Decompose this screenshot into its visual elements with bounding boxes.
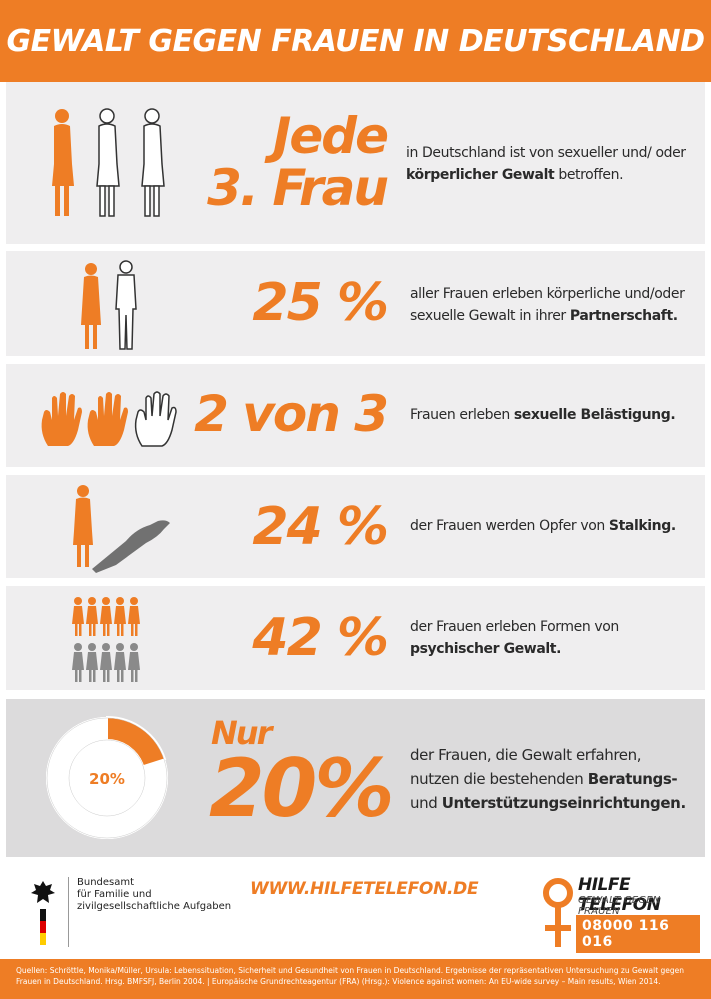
desc-text: betroffen. — [554, 167, 624, 183]
stat-row-psychological: 42 % der Frauen erleben Formen von psych… — [6, 586, 705, 690]
woman-figure-grey — [86, 643, 98, 682]
woman-figure-orange — [128, 597, 140, 636]
page-title: GEWALT GEGEN FRAUEN IN DEUTSCHLAND — [6, 23, 705, 59]
desc-bold: körperlicher Gewalt — [406, 167, 555, 183]
venus-symbol-icon — [543, 878, 573, 947]
stat-value: 24 % — [252, 497, 389, 557]
desc-bold: psychischer Gewalt. — [410, 641, 561, 657]
woman-figure-orange — [100, 597, 112, 636]
hotline-subtitle: GEWALT GEGEN FRAUEN — [578, 895, 661, 917]
desc-line: der Frauen, die Gewalt erfahren, — [410, 746, 642, 764]
woman-figure-grey — [100, 643, 112, 682]
woman-figure-grey — [128, 643, 140, 682]
ministry-logo: Bundesamt für Familie und zivilgesellsch… — [30, 877, 231, 947]
hotline-logo: HILFE TELEFON GEWALT GEGEN FRAUEN 08000 … — [540, 873, 700, 957]
website-link[interactable]: WWW.HILFETELEFON.DE — [250, 879, 479, 899]
stat-value: 25 % — [252, 273, 389, 333]
agency-line: für Familie und — [77, 889, 152, 900]
woman-figure-orange — [72, 597, 84, 636]
stat-value-line2: 3. Frau — [207, 159, 389, 217]
desc-bold: Partnerschaft. — [569, 308, 678, 324]
woman-figure-grey — [72, 643, 84, 682]
woman-figure-orange — [86, 597, 98, 636]
stat-description: aller Frauen erleben körperliche und/ode… — [410, 283, 700, 327]
stat-description: der Frauen werden Opfer von Stalking. — [410, 515, 700, 537]
desc-bold: Stalking. — [608, 518, 676, 534]
desc-text: und — [410, 794, 442, 812]
agency-line: Bundesamt — [77, 877, 135, 888]
stat-description: der Frauen erleben Formen von psychische… — [410, 616, 700, 660]
hotline-number[interactable]: 08000 116 016 — [576, 915, 700, 953]
three-women-figures-icon — [42, 106, 172, 221]
stat-value-line1: Jede — [272, 107, 389, 165]
stat-description: Frauen erleben sexuelle Belästigung. — [410, 404, 700, 426]
stat-value: Jede 3. Frau — [207, 107, 389, 217]
hotline-name: HILFE TELEFON — [578, 875, 661, 915]
stat-description: der Frauen, die Gewalt erfahren, nutzen … — [410, 743, 710, 815]
desc-bold: Unterstützungseinrichtungen. — [441, 794, 686, 812]
donut-label: 20% — [89, 770, 125, 788]
agency-name: Bundesamt für Familie und zivilgesellsch… — [68, 877, 231, 947]
stat-row-harassment: 2 von 3 Frauen erleben sexuelle Belästig… — [6, 364, 705, 467]
woman-and-man-figures-icon — [76, 259, 146, 351]
sources-note: Quellen: Schröttle, Monika/Müller, Ursul… — [0, 959, 711, 999]
desc-line: nutzen die bestehenden Beratungs- — [410, 767, 710, 791]
footer: Bundesamt für Familie und zivilgesellsch… — [0, 857, 711, 957]
agency-line: zivilgesellschaftliche Aufgaben — [77, 901, 232, 912]
stat-row-stalking: 24 % der Frauen werden Opfer von Stalkin… — [6, 475, 705, 578]
desc-text: aller Frauen erleben körperliche und/ode… — [410, 286, 685, 324]
desc-text: in Deutschland ist von sexueller und/ od… — [406, 145, 686, 161]
stat-row-support-usage: 20% Nur 20% der Frauen, die Gewalt erfah… — [6, 699, 705, 857]
stat-row-one-in-three: Jede 3. Frau in Deutschland ist von sexu… — [6, 82, 705, 244]
desc-text: nutzen die bestehenden — [410, 770, 588, 788]
stat-value: 2 von 3 — [194, 385, 389, 443]
desc-text: der Frauen werden Opfer von — [410, 518, 609, 534]
desc-text: Frauen erleben — [410, 407, 514, 423]
woman-with-shadow-icon — [66, 481, 176, 573]
stat-description: in Deutschland ist von sexueller und/ od… — [406, 142, 696, 186]
stat-row-partnership: 25 % aller Frauen erleben körperliche un… — [6, 251, 705, 356]
federal-eagle-icon — [31, 881, 55, 945]
stat-value: 20% — [209, 742, 394, 835]
desc-line: und Unterstützungseinrichtungen. — [410, 791, 710, 815]
woman-figure-grey — [114, 643, 126, 682]
woman-figure-orange — [114, 597, 126, 636]
stat-value: 42 % — [252, 608, 389, 668]
three-hands-icon — [38, 390, 180, 448]
figure-grid-icon — [72, 596, 142, 682]
desc-bold: sexuelle Belästigung. — [513, 407, 676, 423]
desc-bold: Beratungs- — [587, 770, 678, 788]
donut-chart-icon: 20% — [44, 715, 170, 841]
title-banner: GEWALT GEGEN FRAUEN IN DEUTSCHLAND — [0, 0, 711, 82]
stat-value-prefix: Nur — [211, 714, 272, 752]
desc-text: der Frauen erleben Formen von — [410, 619, 619, 635]
